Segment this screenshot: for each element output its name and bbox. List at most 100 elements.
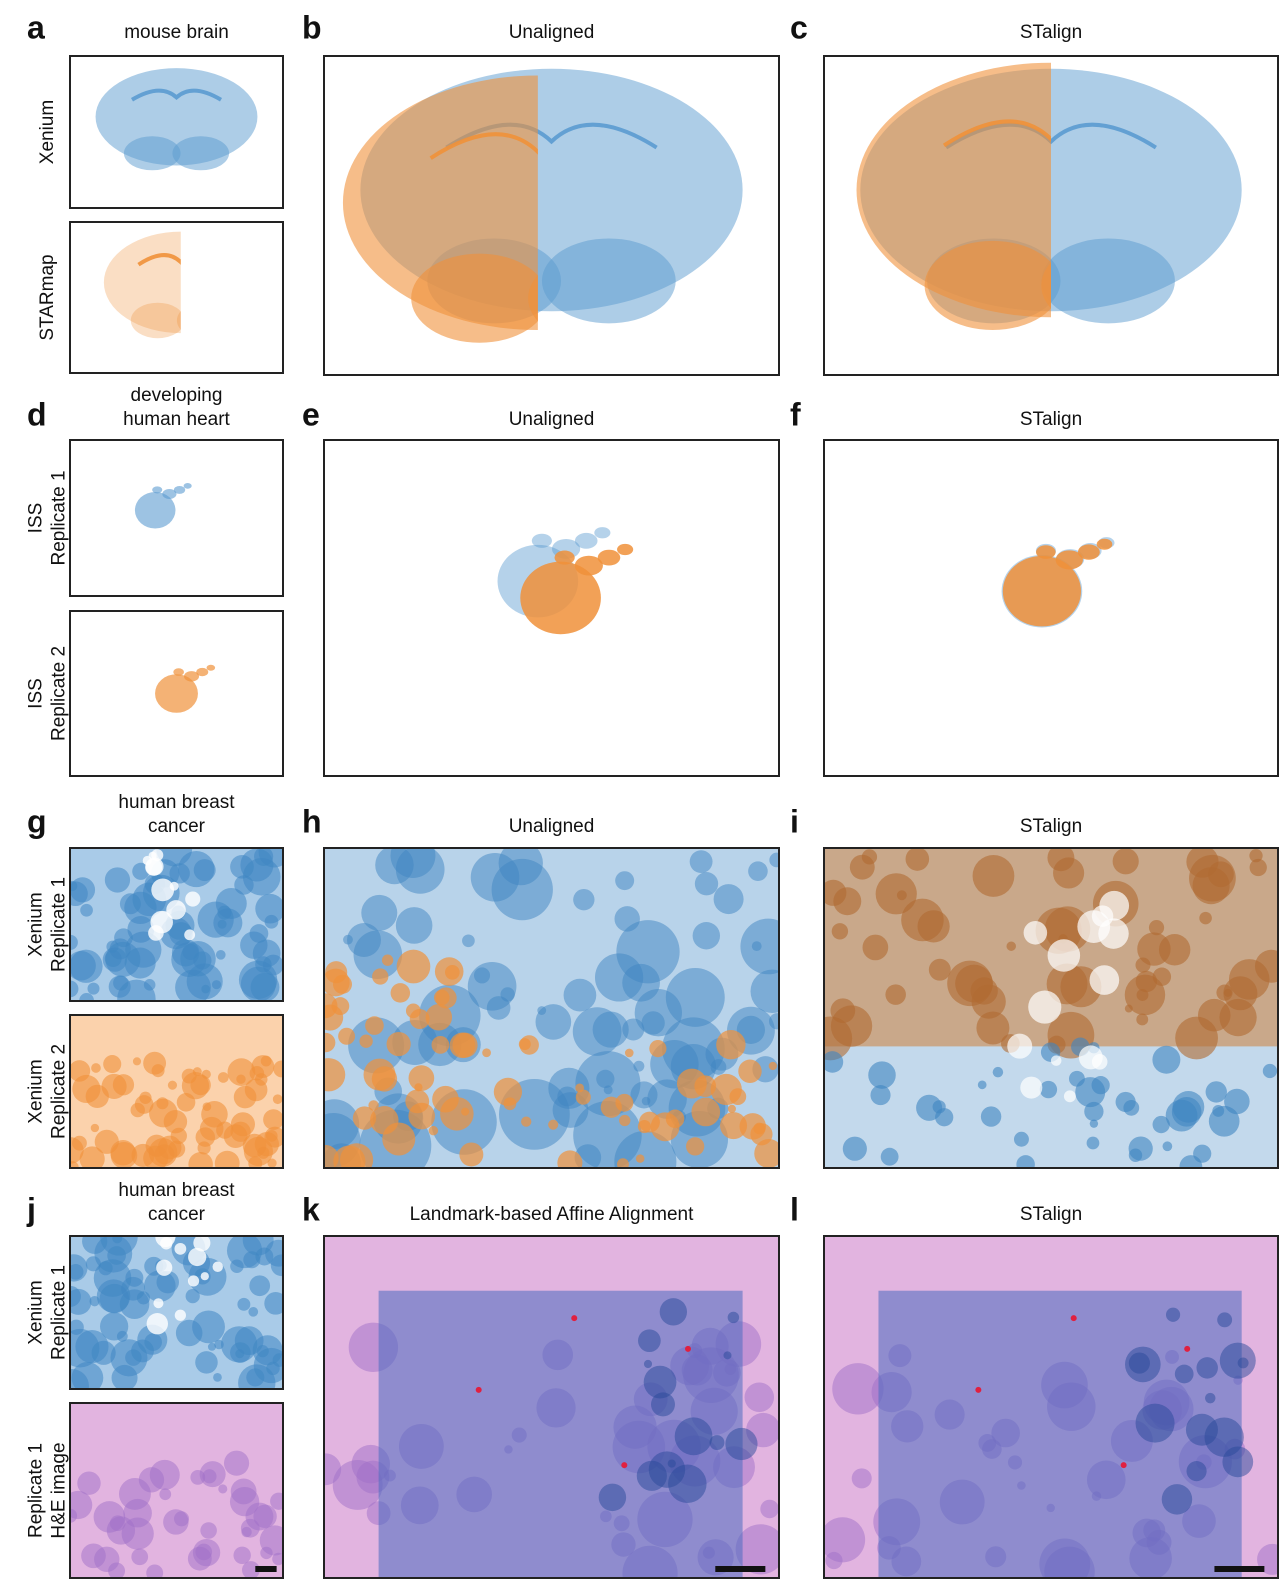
tissue <box>1206 1081 1227 1102</box>
tissue <box>86 1256 101 1271</box>
tissue <box>714 884 744 914</box>
tissue <box>173 668 184 676</box>
tissue <box>69 1060 90 1081</box>
tissue <box>1162 1484 1192 1514</box>
tissue <box>1129 1136 1153 1160</box>
tissue <box>87 983 99 995</box>
tissue <box>947 961 992 1006</box>
panel-title: developing <box>131 385 223 406</box>
tissue <box>666 1110 685 1129</box>
tissue <box>1028 990 1061 1023</box>
tissue <box>1098 918 1128 948</box>
tissue <box>1219 999 1256 1036</box>
tissue <box>594 527 610 538</box>
tissue <box>174 486 185 494</box>
tissue <box>981 1106 1001 1126</box>
tissue <box>172 136 229 170</box>
tissue <box>249 1275 270 1296</box>
tissue <box>542 238 676 323</box>
tissue <box>159 1488 171 1500</box>
tissue <box>745 1383 775 1413</box>
tissue <box>359 1035 372 1048</box>
image <box>498 527 634 634</box>
tissue <box>312 1058 345 1091</box>
tissue <box>151 878 174 901</box>
tissue <box>690 850 713 873</box>
tissue <box>461 1108 469 1116</box>
tissue <box>973 855 1015 897</box>
tissue <box>72 1136 87 1151</box>
panel-title: human heart <box>123 409 230 430</box>
tissue <box>748 861 768 881</box>
tissue <box>175 1310 186 1321</box>
tissue <box>820 1517 865 1562</box>
panel-letter: l <box>790 1191 799 1227</box>
tissue <box>139 1467 164 1492</box>
tissue <box>852 1468 872 1488</box>
panel-title: human breast <box>118 792 235 813</box>
tissue <box>405 1089 429 1113</box>
tissue <box>1196 1357 1217 1378</box>
tissue <box>215 1151 240 1176</box>
tissue <box>429 1126 438 1135</box>
tissue <box>564 979 597 1012</box>
tissue <box>309 1453 341 1485</box>
tissue <box>174 1243 186 1255</box>
tissue <box>103 1055 121 1073</box>
tissue <box>112 1233 122 1243</box>
tissue <box>368 1100 378 1110</box>
tissue <box>365 1016 384 1035</box>
tissue <box>117 980 155 1018</box>
tissue <box>396 845 445 894</box>
tissue <box>1135 958 1150 973</box>
scale-bar <box>255 1566 276 1572</box>
tissue <box>91 1063 101 1073</box>
panel-title: STalign <box>1020 1204 1082 1225</box>
row-label: Xenium <box>37 100 58 164</box>
tissue <box>637 1461 667 1491</box>
tissue <box>177 303 231 339</box>
tissue <box>82 1229 107 1254</box>
tissue <box>180 941 215 976</box>
panel-letter: b <box>302 9 322 45</box>
tissue <box>156 1260 172 1276</box>
tissue <box>978 1080 987 1089</box>
image <box>104 232 258 339</box>
tissue <box>651 1392 675 1416</box>
tissue <box>440 1097 474 1131</box>
tissue <box>188 1248 206 1266</box>
tissue <box>238 1364 275 1401</box>
tissue <box>243 1251 260 1268</box>
tissue <box>1166 1308 1180 1322</box>
tissue <box>143 1052 166 1075</box>
tissue <box>432 1036 450 1054</box>
tissue <box>596 1070 614 1088</box>
tissue <box>110 1515 126 1531</box>
image <box>343 69 743 343</box>
tissue <box>202 1070 211 1079</box>
panel-title: Unaligned <box>509 22 595 43</box>
scale-bar <box>1214 1566 1264 1572</box>
tissue <box>1041 238 1174 323</box>
tissue <box>843 1137 867 1161</box>
tissue <box>185 891 200 906</box>
tissue <box>740 919 796 975</box>
tissue <box>131 1103 145 1117</box>
landmark <box>476 1387 482 1393</box>
tissue <box>273 1061 290 1078</box>
tissue <box>1263 1064 1277 1078</box>
tissue <box>155 1227 175 1247</box>
row-label: ISS <box>26 503 47 534</box>
tissue <box>617 544 633 555</box>
tissue <box>1064 1090 1076 1102</box>
tissue <box>131 303 185 339</box>
tissue <box>638 1329 661 1352</box>
tissue <box>868 1061 895 1088</box>
tissue <box>573 889 594 910</box>
tissue <box>133 1057 141 1065</box>
tissue <box>123 1499 152 1528</box>
tissue <box>1051 1055 1062 1066</box>
tissue <box>729 1088 746 1105</box>
tissue <box>639 1112 660 1133</box>
landmark <box>975 1387 981 1393</box>
